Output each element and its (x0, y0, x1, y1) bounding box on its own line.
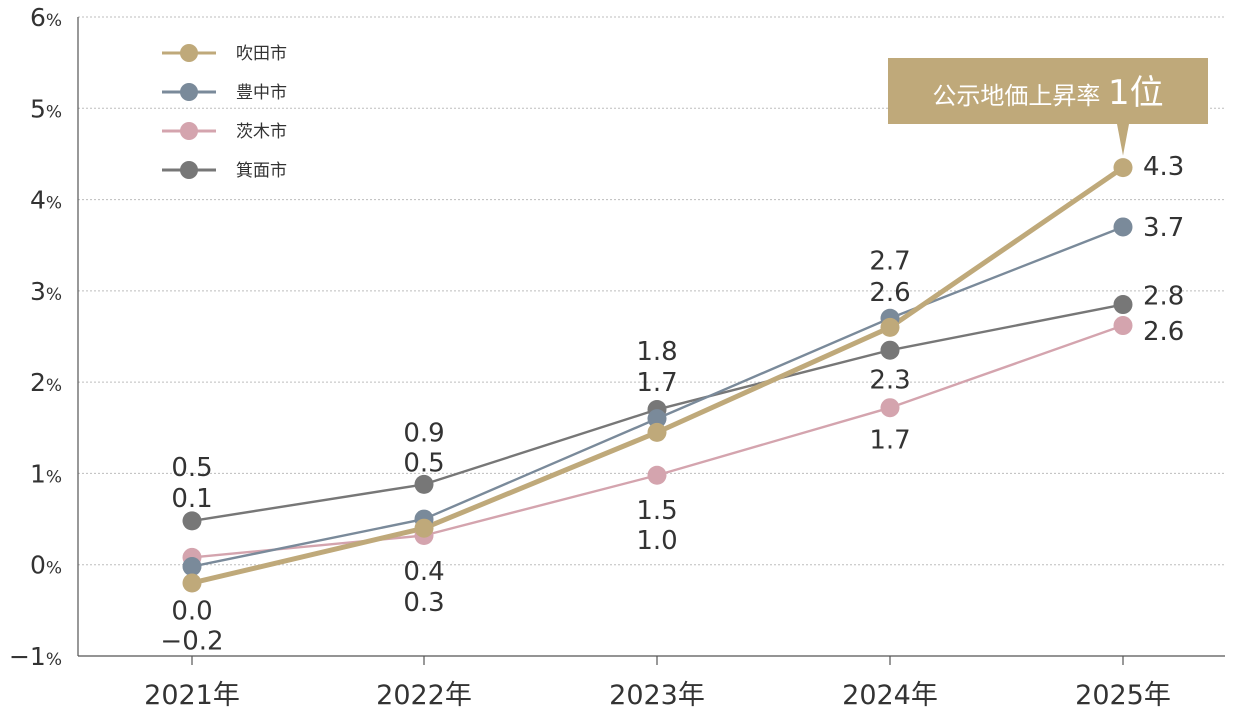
data-label: 0.3 (403, 588, 444, 618)
data-label: 2.6 (1143, 317, 1184, 347)
data-label: 2.8 (1143, 281, 1184, 311)
data-point (414, 474, 434, 494)
callout-label: 公示地価上昇率 1位 (932, 73, 1163, 113)
y-tick-label: 1% (30, 459, 62, 488)
data-label: 0.4 (403, 557, 444, 587)
data-label: 1.5 (636, 496, 677, 526)
data-label: 0.1 (171, 484, 212, 514)
y-tick-label: 5% (30, 94, 62, 123)
data-label: 2.3 (869, 365, 910, 395)
series-group (182, 158, 1133, 593)
data-point (182, 511, 202, 531)
legend-label: 吹田市 (236, 44, 287, 64)
data-label: 2.6 (869, 278, 910, 308)
data-label: 1.7 (869, 426, 910, 456)
y-tick-label: 0% (30, 551, 62, 580)
data-label: 3.7 (1143, 213, 1184, 243)
data-label: 0.5 (171, 453, 212, 483)
data-label: 1.0 (636, 526, 677, 556)
data-point (880, 317, 900, 337)
data-label: 0.5 (403, 448, 444, 478)
data-label: 0.0 (171, 596, 212, 626)
legend-marker (180, 161, 198, 179)
data-point (414, 518, 434, 538)
legend-marker (180, 44, 198, 62)
data-label: 1.8 (636, 337, 677, 367)
legend-marker (180, 83, 198, 101)
callout-pointer (1117, 124, 1129, 156)
y-axis-ticks: −1% 0% 1% 2% 3% 4% 5% 6% (9, 3, 62, 671)
x-tick-label: 2024年 (842, 680, 938, 711)
y-tick-label: 6% (30, 3, 62, 32)
y-tick-label: 4% (30, 186, 62, 215)
legend-label: 豊中市 (236, 83, 287, 103)
x-axis-ticks: 2021年 2022年 2023年 2024年 2025年 (144, 656, 1171, 711)
data-point (880, 340, 900, 360)
data-label: 4.3 (1143, 152, 1184, 182)
y-tick-label: 2% (30, 368, 62, 397)
data-point (647, 465, 667, 485)
data-label: 1.7 (636, 368, 677, 398)
data-point (1113, 217, 1133, 237)
data-point (647, 422, 667, 442)
data-labels: 0.50.10.0−0.20.90.50.40.31.81.71.51.02.7… (160, 152, 1184, 657)
x-tick-label: 2022年 (376, 680, 472, 711)
data-point (1113, 295, 1133, 315)
x-tick-label: 2021年 (144, 680, 240, 711)
data-point (647, 409, 667, 429)
data-point (880, 398, 900, 418)
axes (77, 17, 1225, 657)
x-tick-label: 2023年 (609, 680, 705, 711)
data-point (1113, 158, 1133, 178)
legend-label: 茨木市 (236, 122, 287, 142)
callout: 公示地価上昇率 1位 (888, 58, 1208, 156)
y-tick-label: −1% (9, 642, 62, 671)
data-label: 0.9 (403, 418, 444, 448)
legend-label: 箕面市 (236, 161, 287, 181)
data-label: −0.2 (160, 626, 223, 656)
data-point (182, 573, 202, 593)
data-label: 2.7 (869, 247, 910, 277)
data-point (1113, 316, 1133, 336)
y-tick-label: 3% (30, 277, 62, 306)
x-tick-label: 2025年 (1075, 680, 1171, 711)
legend-marker (180, 122, 198, 140)
callout-box (888, 58, 1208, 124)
data-point (182, 557, 202, 577)
